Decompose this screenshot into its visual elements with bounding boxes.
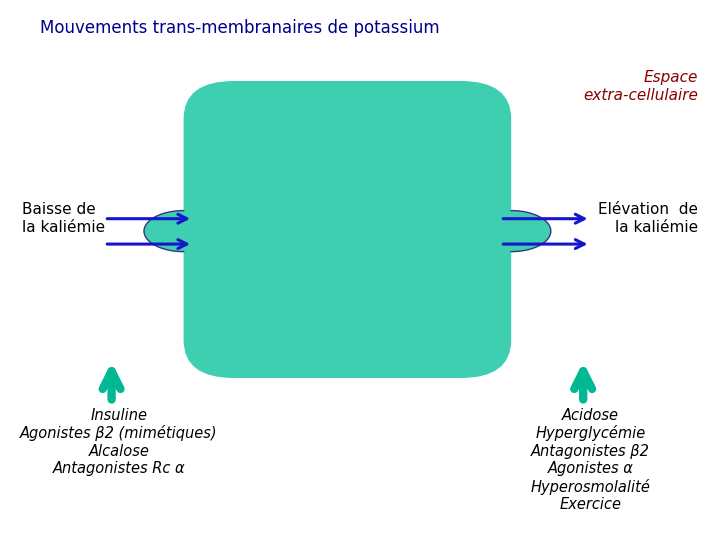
Ellipse shape	[144, 211, 223, 252]
Text: Acidose
Hyperglycémie
Antagonistes β2
Agonistes α
Hyperosmolalité
Exercice: Acidose Hyperglycémie Antagonistes β2 Ag…	[531, 408, 650, 512]
Ellipse shape	[472, 211, 551, 252]
Text: Elévation  de
la kaliémie: Elévation de la kaliémie	[598, 202, 698, 235]
Text: Insuline
Agonistes β2 (mimétiques)
Alcalose
Antagonistes Rc α: Insuline Agonistes β2 (mimétiques) Alcal…	[20, 408, 217, 476]
Text: Baisse de
la kaliémie: Baisse de la kaliémie	[22, 202, 104, 235]
FancyBboxPatch shape	[184, 81, 511, 378]
Text: Espace
extra-cellulaire: Espace extra-cellulaire	[583, 70, 698, 103]
Text: Mouvements trans-membranaires de potassium: Mouvements trans-membranaires de potassi…	[40, 19, 439, 37]
